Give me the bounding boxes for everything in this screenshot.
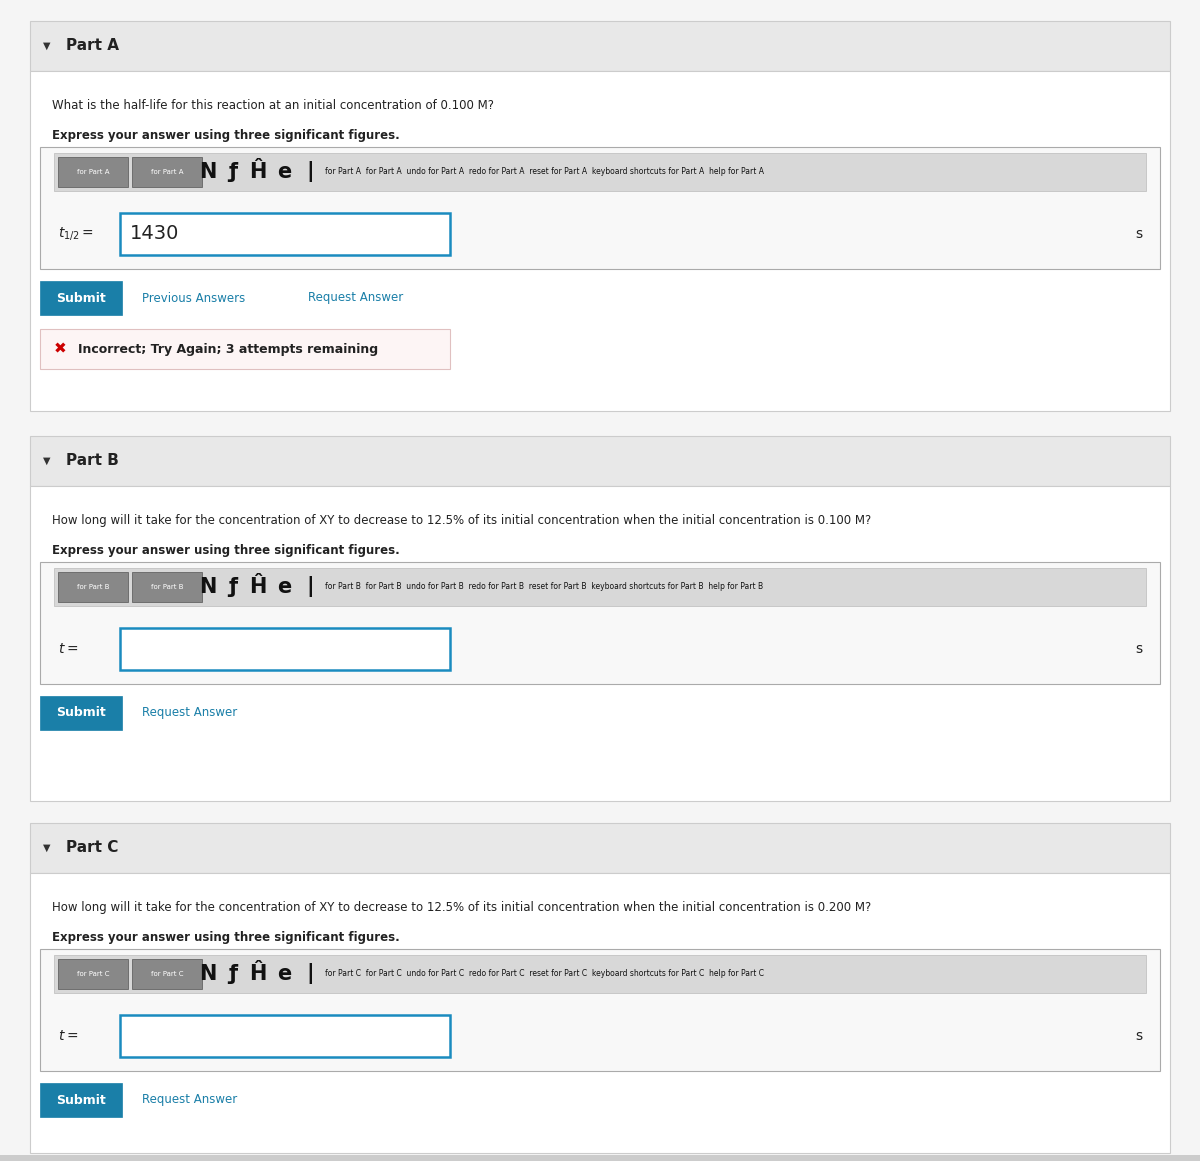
Text: Request Answer: Request Answer: [308, 291, 403, 304]
Text: for Part C: for Part C: [77, 971, 109, 978]
FancyBboxPatch shape: [58, 157, 128, 187]
Text: ƒ: ƒ: [228, 964, 238, 985]
FancyBboxPatch shape: [120, 212, 450, 255]
Text: Submit: Submit: [56, 291, 106, 304]
Text: ✖: ✖: [54, 341, 66, 356]
FancyBboxPatch shape: [40, 949, 1160, 1070]
FancyBboxPatch shape: [40, 281, 122, 315]
Text: Express your answer using three significant figures.: Express your answer using three signific…: [52, 129, 400, 142]
Text: ƒ: ƒ: [228, 163, 238, 182]
Text: ▼: ▼: [43, 41, 50, 51]
Text: for Part A: for Part A: [77, 170, 109, 175]
Text: Part B: Part B: [66, 454, 119, 469]
Text: Ĥ: Ĥ: [250, 964, 266, 985]
FancyBboxPatch shape: [132, 959, 202, 989]
FancyBboxPatch shape: [54, 568, 1146, 606]
FancyBboxPatch shape: [132, 572, 202, 603]
FancyBboxPatch shape: [40, 329, 450, 369]
Text: for Part C  for Part C  undo for Part C  redo for Part C  reset for Part C  keyb: for Part C for Part C undo for Part C re…: [325, 969, 764, 979]
FancyBboxPatch shape: [30, 873, 1170, 1153]
FancyBboxPatch shape: [30, 486, 1170, 801]
Text: Express your answer using three significant figures.: Express your answer using three signific…: [52, 545, 400, 557]
FancyBboxPatch shape: [120, 1015, 450, 1057]
Text: for Part A  for Part A  undo for Part A  redo for Part A  reset for Part A  keyb: for Part A for Part A undo for Part A re…: [325, 167, 764, 176]
FancyBboxPatch shape: [30, 823, 1170, 873]
Text: Part A: Part A: [66, 38, 119, 53]
Text: $t=$: $t=$: [58, 642, 78, 656]
Text: s: s: [1135, 1029, 1142, 1043]
Text: e: e: [277, 577, 292, 597]
Text: s: s: [1135, 642, 1142, 656]
Text: Ĥ: Ĥ: [250, 577, 266, 597]
Text: for Part B: for Part B: [77, 584, 109, 590]
Text: How long will it take for the concentration of XY to decrease to 12.5% of its in: How long will it take for the concentrat…: [52, 514, 871, 527]
Text: for Part B  for Part B  undo for Part B  redo for Part B  reset for Part B  keyb: for Part B for Part B undo for Part B re…: [325, 583, 763, 591]
Text: Request Answer: Request Answer: [142, 707, 238, 720]
FancyBboxPatch shape: [30, 21, 1170, 71]
Text: ƒ: ƒ: [228, 577, 238, 597]
Text: How long will it take for the concentration of XY to decrease to 12.5% of its in: How long will it take for the concentrat…: [52, 901, 871, 914]
FancyBboxPatch shape: [30, 71, 1170, 411]
Text: N: N: [199, 577, 217, 597]
Text: Submit: Submit: [56, 1094, 106, 1106]
Text: ▼: ▼: [43, 843, 50, 853]
FancyBboxPatch shape: [0, 1155, 1200, 1161]
FancyBboxPatch shape: [58, 572, 128, 603]
Text: s: s: [1135, 228, 1142, 241]
FancyBboxPatch shape: [58, 959, 128, 989]
Text: ▼: ▼: [43, 456, 50, 466]
FancyBboxPatch shape: [54, 956, 1146, 993]
Text: Submit: Submit: [56, 707, 106, 720]
Text: |: |: [306, 577, 314, 598]
FancyBboxPatch shape: [132, 157, 202, 187]
Text: for Part A: for Part A: [151, 170, 184, 175]
Text: Ĥ: Ĥ: [250, 163, 266, 182]
Text: N: N: [199, 163, 217, 182]
Text: e: e: [277, 964, 292, 985]
Text: What is the half-life for this reaction at an initial concentration of 0.100 M?: What is the half-life for this reaction …: [52, 99, 494, 111]
Text: |: |: [306, 161, 314, 182]
FancyBboxPatch shape: [120, 628, 450, 670]
Text: e: e: [277, 163, 292, 182]
Text: N: N: [199, 964, 217, 985]
Text: 1430: 1430: [130, 224, 179, 244]
Text: Express your answer using three significant figures.: Express your answer using three signific…: [52, 931, 400, 944]
Text: Incorrect; Try Again; 3 attempts remaining: Incorrect; Try Again; 3 attempts remaini…: [78, 342, 378, 355]
FancyBboxPatch shape: [54, 153, 1146, 192]
FancyBboxPatch shape: [40, 1083, 122, 1117]
FancyBboxPatch shape: [40, 562, 1160, 684]
Text: |: |: [306, 964, 314, 985]
Text: for Part B: for Part B: [151, 584, 184, 590]
Text: $t=$: $t=$: [58, 1029, 78, 1043]
Text: Previous Answers: Previous Answers: [142, 291, 245, 304]
Text: for Part C: for Part C: [151, 971, 184, 978]
Text: Request Answer: Request Answer: [142, 1094, 238, 1106]
FancyBboxPatch shape: [40, 695, 122, 730]
Text: $t_{1/2}=$: $t_{1/2}=$: [58, 225, 94, 243]
FancyBboxPatch shape: [40, 147, 1160, 269]
Text: Part C: Part C: [66, 841, 119, 856]
FancyBboxPatch shape: [30, 437, 1170, 486]
